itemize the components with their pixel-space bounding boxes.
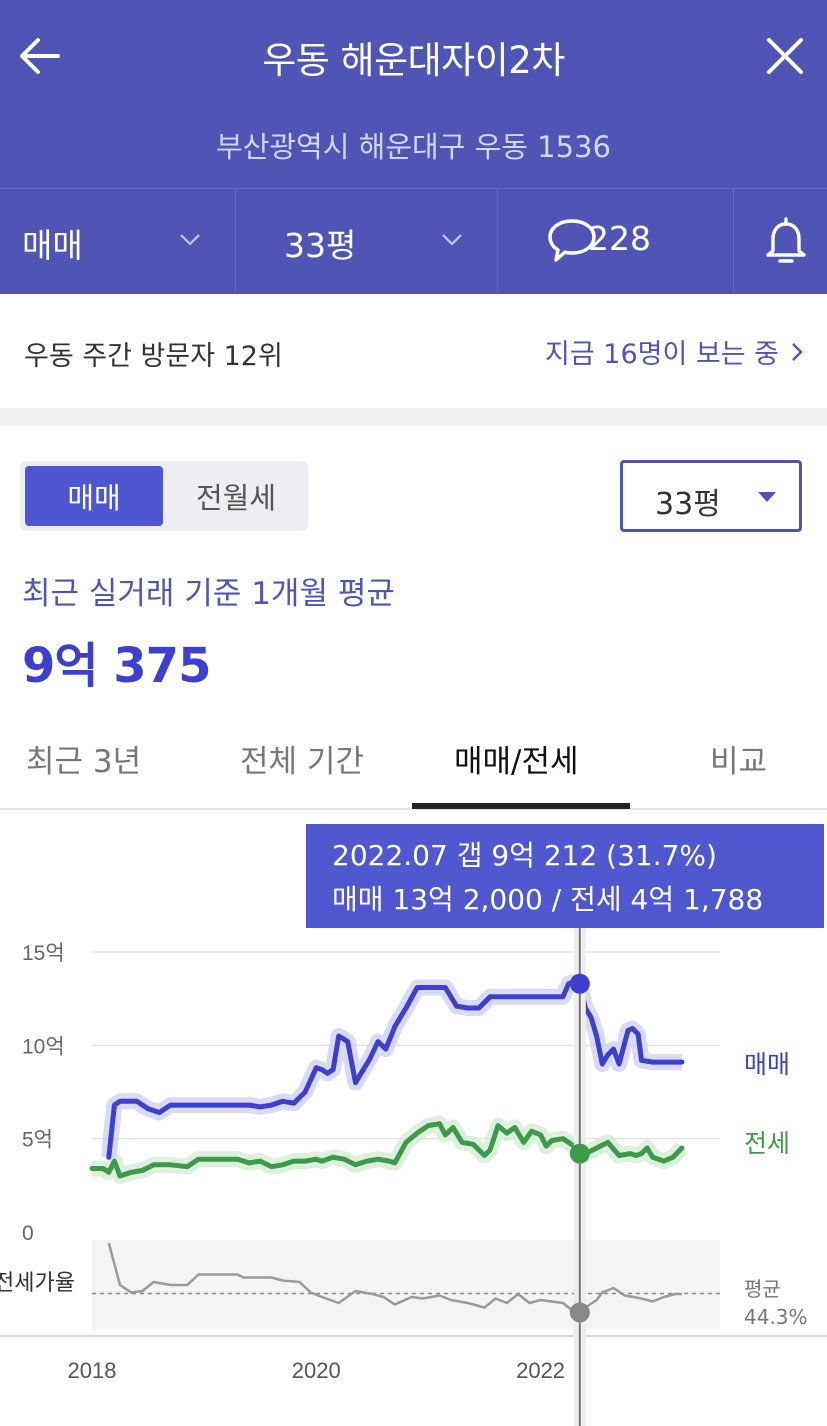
chevron-right-icon [792,342,803,361]
comment-count: 228 [588,219,651,258]
trade-type-dropdown[interactable]: 매매 [0,189,236,295]
tab-sale-jeonse[interactable]: 매매/전세 [454,744,579,780]
legend-sale: 매매 [744,1050,790,1079]
x-tick-label: 2018 [68,1358,117,1383]
y-tick-label: 5억 [22,1129,53,1152]
size-select-value: 33평 [655,487,721,522]
alert-button[interactable] [734,189,827,295]
tab-all-period[interactable]: 전체 기간 [240,744,364,780]
chart-tabs: 최근 3년 전체 기간 매매/전세 비교 [0,712,827,810]
trade-segment-control: 매매 전월세 [20,461,308,531]
size-dropdown[interactable]: 33평 [236,189,498,295]
size-label: 33평 [284,226,357,265]
selected-ratio-point [569,1302,590,1323]
filter-row: 매매 33평 228 [0,188,827,295]
page-title: 우동 해운대자이2차 [262,39,565,82]
bell-icon [766,217,806,263]
x-tick-label: 2020 [292,1358,341,1383]
tooltip-line2: 매매 13억 2,000 / 전세 4억 1,788 [332,883,764,916]
ratio-series-line [107,1242,682,1314]
y-tick-label: 0 [22,1222,34,1245]
ratio-panel-bg [92,1240,720,1330]
segment-sale[interactable]: 매매 [25,466,163,526]
sale-range-band [100,973,684,1159]
legend-jeonse: 전세 [744,1129,790,1158]
tooltip-line1: 2022.07 갭 9억 212 (31.7%) [332,839,717,872]
y-tick-label: 10억 [22,1035,65,1058]
visitor-rank: 우동 주간 방문자 12위 [24,341,283,372]
selected-sale-point [569,973,590,994]
close-icon[interactable] [757,28,813,84]
chevron-down-icon [180,234,200,246]
x-tick-label: 2022 [516,1358,565,1383]
caret-down-icon [758,492,776,502]
size-select[interactable]: 33평 [620,460,802,532]
speech-bubble-icon [548,219,596,262]
ratio-panel-label: 전세가율 [0,1271,75,1296]
section-divider [0,408,827,426]
tab-compare[interactable]: 비교 [710,744,768,780]
segment-rent[interactable]: 전월세 [195,481,277,515]
app-header: 우동 해운대자이2차 부산광역시 해운대구 우동 1536 매매 33평 228 [0,0,827,295]
live-viewers-text: 지금 16명이 보는 중 [545,339,779,370]
selected-jeonse-point [569,1143,590,1164]
chart-tooltip: 2022.07 갭 9억 212 (31.7%) 매매 13억 2,000 / … [306,824,824,928]
trade-type-label: 매매 [22,226,83,265]
chevron-down-icon [442,234,462,246]
active-tab-indicator [412,803,630,809]
address-text: 부산광역시 해운대구 우동 1536 [216,130,611,164]
ratio-average-label: 평균 [744,1277,781,1301]
average-label: 최근 실거래 기준 1개월 평균 [22,576,395,612]
y-tick-label: 15억 [22,942,65,965]
average-price: 9억 375 [22,638,211,694]
live-viewers-link[interactable]: 지금 16명이 보는 중 [545,332,807,371]
tab-recent-3y[interactable]: 최근 3년 [26,744,142,780]
back-arrow-icon[interactable] [14,28,70,84]
jeonse-series-line [89,1121,685,1179]
sale-series-line [106,979,685,1160]
visitor-bar: 우동 주간 방문자 12위 지금 16명이 보는 중 [0,294,827,408]
comments-button[interactable]: 228 [498,189,734,295]
ratio-average-value: 44.3% [744,1305,808,1329]
